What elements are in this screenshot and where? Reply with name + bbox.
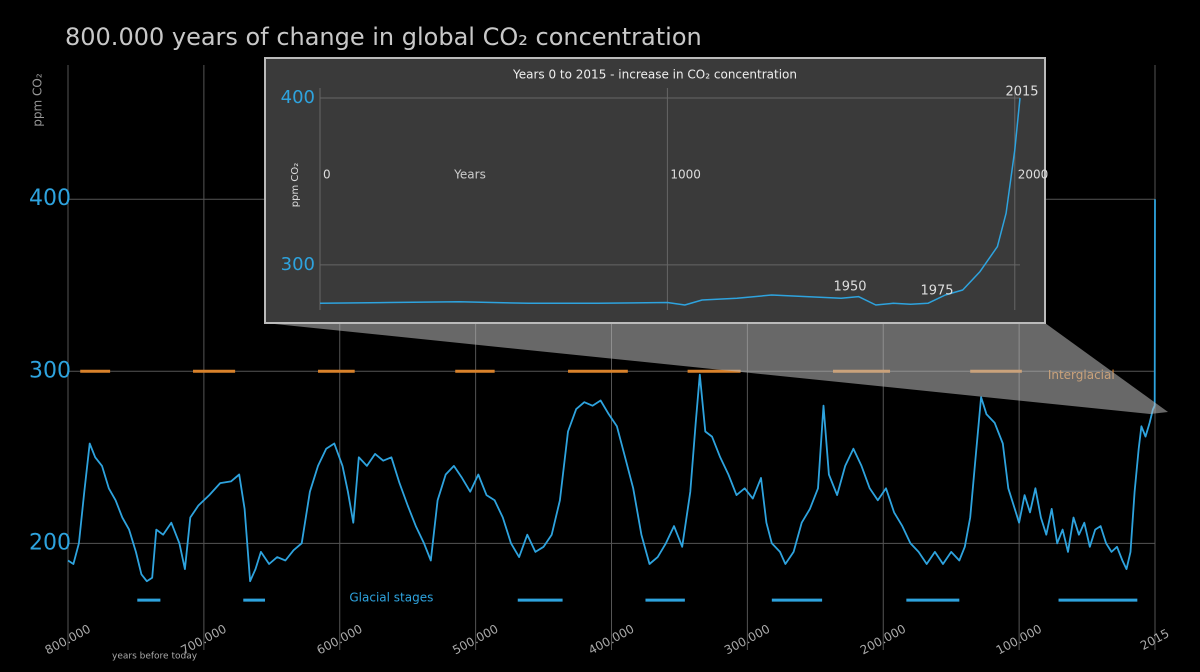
inset-panel (264, 57, 1046, 324)
x-tick-label: 0 (323, 168, 331, 182)
annotation: 2015 (1005, 85, 1038, 100)
y-tick-label: 200 (29, 530, 71, 555)
y-tick-label: 400 (29, 186, 71, 211)
inset-title: Years 0 to 2015 - increase in CO₂ concen… (512, 68, 797, 82)
inset-y-label: ppm CO₂ (290, 163, 301, 207)
x-axis-label: years before today (112, 652, 198, 662)
y-tick-label: 400 (281, 87, 315, 108)
y-tick-label: 300 (281, 254, 315, 275)
data-line (67, 199, 1156, 583)
annotation: 1950 (833, 280, 866, 295)
x-tick-label: 1000 (670, 168, 701, 182)
y-tick-label: 300 (29, 358, 71, 383)
data-line (319, 97, 1021, 306)
annotation: 1975 (920, 284, 953, 299)
x-tick-label: 2000 (1018, 168, 1049, 182)
zoom-wedge (265, 323, 1168, 414)
inset-plot: 0 1000 2000 300 400 1950 1975 2015 (281, 85, 1049, 310)
inset-x-label: Years (453, 168, 486, 182)
chart-title: 800.000 years of change in global CO₂ co… (65, 23, 702, 51)
range-label: Glacial stages (349, 591, 433, 605)
y-axis-label: ppm CO₂ (31, 73, 45, 127)
